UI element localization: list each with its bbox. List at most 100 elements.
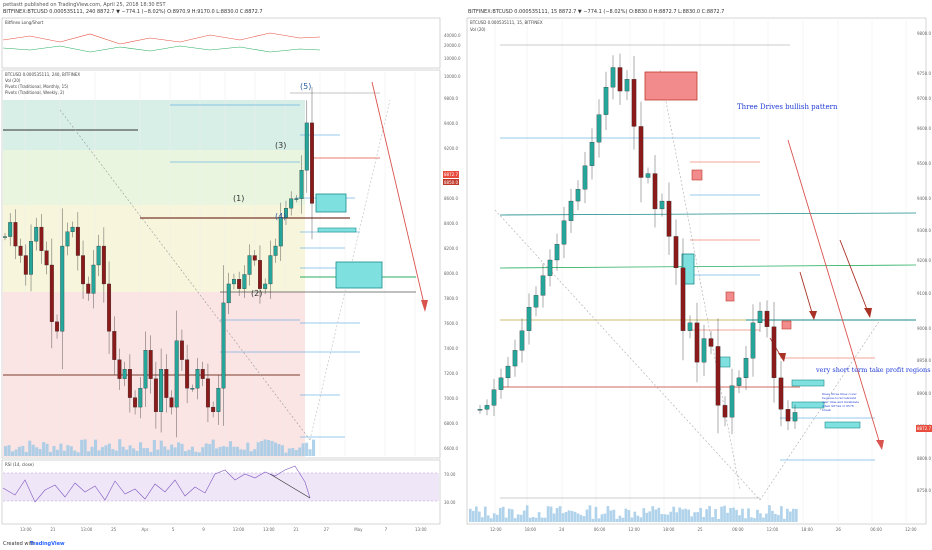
left-vol-bar <box>170 444 174 456</box>
left-candle <box>310 122 314 204</box>
tp-box-2 <box>335 261 383 289</box>
right-candle <box>617 67 623 92</box>
right-vol-bar <box>654 509 658 522</box>
left-x-label: 7 <box>385 527 388 532</box>
price-label-3: Pivots (Traditional, Weekly, 2) <box>5 90 65 95</box>
right-candle <box>694 322 700 363</box>
svg-text:7000.0: 7000.0 <box>444 396 458 401</box>
left-candle <box>153 378 158 412</box>
price-label-1: Vol (20) <box>5 78 21 83</box>
left-candle <box>39 226 44 251</box>
right-candle <box>750 322 756 359</box>
left-vol-bar <box>228 441 233 456</box>
left-vol-bar <box>97 450 101 456</box>
right-vol-bar <box>648 511 652 522</box>
right-vol-bar <box>519 514 523 522</box>
right-vol-bar <box>570 510 574 522</box>
left-x-label: 9 <box>202 527 205 532</box>
left-vol-bar <box>180 443 184 456</box>
right-vol-bar <box>576 513 580 522</box>
left-vol-bar <box>66 445 70 456</box>
right-candle <box>575 189 581 202</box>
right-vol-bar <box>510 509 514 522</box>
right-vol-bar <box>633 511 637 522</box>
right-vol-bar <box>774 513 777 522</box>
left-candle <box>138 388 143 408</box>
wave-label-3: (3) <box>275 141 286 150</box>
right-price-badge: 8872.7 <box>917 426 931 431</box>
svg-text:30.00: 30.00 <box>444 500 456 505</box>
right-vol-bar <box>597 518 601 522</box>
left-vol-bar <box>298 447 302 456</box>
right-vol-bar <box>513 518 517 522</box>
left-vol-bar <box>128 445 132 456</box>
right-candle <box>505 365 511 379</box>
right-vol-bar <box>663 514 667 522</box>
left-vol-bar <box>100 447 104 456</box>
left-candle <box>112 331 117 360</box>
left-vol-bar <box>253 449 257 456</box>
right-vol-bar <box>681 509 685 522</box>
tradingview-brand[interactable]: TradingView <box>30 541 65 547</box>
left-vol-bar <box>284 452 288 456</box>
left-vol-bar <box>232 446 236 456</box>
right-vol-bar <box>708 505 711 522</box>
right-vol-bar <box>480 517 484 522</box>
left-vol-bar <box>260 440 264 456</box>
left-candle <box>205 378 210 408</box>
right-candle <box>477 409 483 411</box>
svg-text:8400.0: 8400.0 <box>444 221 458 226</box>
annotation-three-drives: Three Drives bullish pattern <box>737 103 838 111</box>
right-vol-bar <box>717 518 720 522</box>
right-x-label: 18:00 <box>525 527 537 532</box>
right-vol-bar <box>603 513 607 522</box>
left-price-series <box>3 87 314 438</box>
zone-teal <box>3 100 305 150</box>
right-vol-bar <box>729 507 732 522</box>
left-candle <box>75 226 80 256</box>
right-vol-bar <box>672 506 676 522</box>
left-vol-bar <box>225 446 229 456</box>
right-candle <box>687 322 693 331</box>
tp-region-2 <box>791 401 825 409</box>
svg-text:6600.0: 6600.0 <box>444 446 458 451</box>
right-vol-bar <box>753 518 756 522</box>
right-vol-bar <box>567 510 571 522</box>
right-candle <box>736 377 742 386</box>
right-vol-bar <box>759 513 762 522</box>
left-x-label: 13:00 <box>81 527 93 532</box>
left-vol-bar <box>114 450 118 456</box>
svg-text:9400.0: 9400.0 <box>444 121 458 126</box>
left-vol-bar <box>287 448 291 456</box>
left-price-badge-2: 8850.0 <box>444 180 458 185</box>
svg-text:9200.0: 9200.0 <box>444 146 458 151</box>
svg-text:10000.0: 10000.0 <box>444 56 461 61</box>
left-vol-bar <box>177 442 181 456</box>
left-x-label: Apr <box>142 527 149 532</box>
annotation-tp: very short term take profit regions <box>816 366 931 374</box>
price-label-2: Pivots (Traditional, Monthly, 15) <box>5 84 69 89</box>
right-vol-bar <box>642 508 646 522</box>
left-candle <box>195 369 200 389</box>
right-vol-bar <box>678 507 682 522</box>
right-candle <box>498 377 504 390</box>
left-candle <box>122 369 127 379</box>
left-vol-bar <box>273 442 278 456</box>
left-vol-bar <box>183 451 188 456</box>
svg-text:9800.0: 9800.0 <box>917 31 931 36</box>
zone-green <box>3 150 305 205</box>
left-vol-bar <box>83 439 87 456</box>
right-candle <box>715 346 721 406</box>
left-x-label: 21 <box>293 527 299 532</box>
right-vol-bar <box>639 517 643 522</box>
right-vol-bar <box>687 509 690 522</box>
left-vol-bar <box>7 445 11 456</box>
left-vol-bar <box>24 451 28 456</box>
left-vol-bar <box>197 452 201 456</box>
right-x-label: 12:00 <box>628 527 640 532</box>
right-x-label: 12:00 <box>490 527 502 532</box>
right-vol-bar <box>756 509 759 522</box>
left-vol-bar <box>10 451 15 456</box>
